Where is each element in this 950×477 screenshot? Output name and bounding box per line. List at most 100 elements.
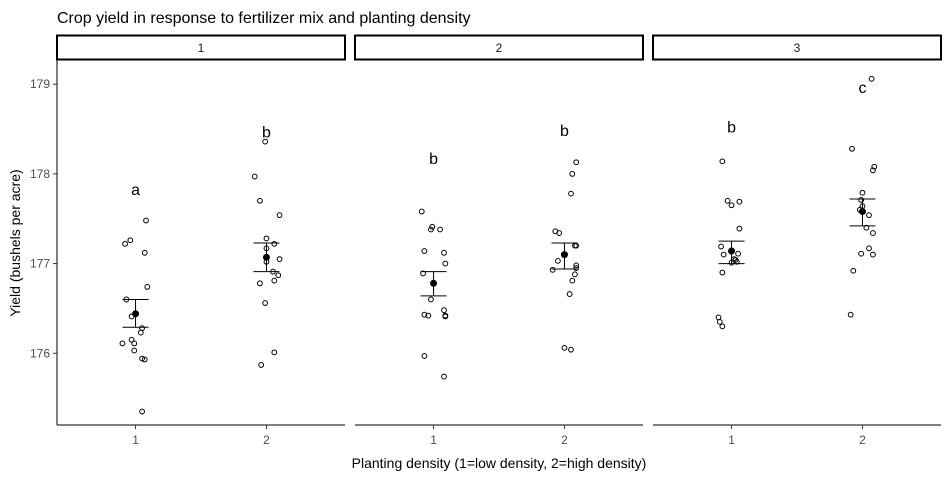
data-point bbox=[555, 257, 561, 264]
data-point bbox=[257, 280, 263, 287]
data-point bbox=[866, 245, 872, 252]
data-point bbox=[141, 356, 148, 363]
data-point bbox=[127, 237, 134, 244]
significance-letter: b bbox=[560, 123, 569, 140]
data-point bbox=[257, 197, 263, 204]
data-point bbox=[866, 212, 872, 219]
data-point bbox=[720, 251, 727, 258]
mean-point bbox=[262, 253, 270, 261]
data-point bbox=[139, 355, 145, 362]
data-point bbox=[724, 197, 731, 204]
data-point bbox=[556, 230, 563, 236]
data-point bbox=[139, 408, 145, 415]
data-point bbox=[566, 291, 573, 297]
mean-point bbox=[132, 310, 140, 318]
x-tick-label: 1 bbox=[132, 433, 139, 447]
data-point bbox=[428, 296, 434, 303]
y-tick-label: 178 bbox=[30, 167, 50, 181]
data-point bbox=[262, 138, 269, 145]
data-point bbox=[718, 243, 724, 250]
data-point bbox=[441, 249, 447, 256]
data-point bbox=[716, 318, 723, 325]
y-axis-label: Yield (bushels per acre) bbox=[7, 169, 23, 316]
data-point bbox=[144, 283, 151, 290]
data-point bbox=[251, 173, 258, 180]
data-point bbox=[262, 300, 269, 306]
mean-point bbox=[430, 279, 438, 287]
data-point bbox=[429, 223, 436, 230]
data-point bbox=[572, 271, 578, 278]
data-point bbox=[441, 307, 447, 314]
data-point bbox=[420, 270, 426, 277]
data-point bbox=[568, 190, 574, 197]
data-point bbox=[137, 329, 144, 336]
significance-letter: b bbox=[429, 151, 438, 168]
data-point bbox=[421, 353, 428, 359]
facet-strip-label: 2 bbox=[496, 41, 503, 55]
data-point bbox=[858, 250, 865, 257]
data-point bbox=[863, 224, 870, 231]
data-point bbox=[736, 198, 743, 205]
x-tick-label: 1 bbox=[728, 433, 735, 447]
data-point bbox=[425, 312, 432, 319]
data-point bbox=[276, 212, 283, 219]
data-point bbox=[143, 217, 149, 224]
data-point bbox=[131, 347, 138, 354]
significance-letter: a bbox=[131, 182, 140, 199]
data-point bbox=[719, 158, 726, 165]
data-point bbox=[735, 250, 741, 257]
data-point bbox=[141, 249, 148, 256]
data-point bbox=[275, 272, 282, 279]
y-tick-label: 176 bbox=[30, 346, 50, 360]
data-point bbox=[442, 313, 449, 320]
data-point bbox=[870, 167, 876, 174]
data-point bbox=[258, 362, 265, 368]
y-tick-label: 177 bbox=[30, 257, 50, 271]
data-point bbox=[271, 240, 278, 247]
data-point bbox=[733, 258, 740, 265]
data-point bbox=[271, 277, 278, 284]
mean-point bbox=[858, 208, 866, 216]
data-point bbox=[131, 340, 138, 347]
data-point bbox=[736, 225, 743, 232]
data-point bbox=[442, 260, 449, 267]
facet-strip-label: 1 bbox=[198, 41, 205, 55]
data-point bbox=[437, 226, 443, 233]
data-point bbox=[847, 311, 854, 318]
facet-strip bbox=[56, 34, 346, 61]
data-point bbox=[568, 346, 574, 353]
data-point bbox=[569, 170, 576, 177]
data-point bbox=[849, 145, 855, 152]
data-point bbox=[441, 373, 447, 380]
data-point bbox=[573, 265, 580, 271]
data-point bbox=[122, 240, 128, 247]
x-tick-label: 1 bbox=[430, 433, 437, 447]
data-point bbox=[850, 267, 857, 274]
data-point bbox=[573, 159, 580, 166]
significance-letter: c bbox=[858, 80, 866, 97]
facet-strip-label: 3 bbox=[794, 41, 801, 55]
mean-point bbox=[728, 247, 736, 255]
data-point bbox=[428, 226, 434, 233]
data-point bbox=[263, 235, 270, 242]
x-tick-label: 2 bbox=[561, 433, 568, 447]
facet-strip bbox=[652, 34, 942, 61]
chart-title: Crop yield in response to fertilizer mix… bbox=[57, 10, 471, 27]
data-point bbox=[719, 269, 726, 276]
x-tick-label: 2 bbox=[263, 433, 270, 447]
data-point bbox=[421, 311, 428, 318]
data-point bbox=[728, 202, 735, 209]
x-tick-label: 2 bbox=[859, 433, 866, 447]
plot-area: 176 177 178 179 1 1 2 a b 2 1 2 b b 3 1 2 b c bbox=[30, 34, 942, 447]
data-point bbox=[870, 251, 876, 258]
data-point bbox=[859, 189, 866, 196]
data-point bbox=[871, 163, 878, 170]
y-tick-label: 179 bbox=[30, 77, 50, 91]
data-point bbox=[119, 340, 126, 347]
data-point bbox=[719, 323, 726, 330]
mean-point bbox=[560, 251, 568, 259]
data-point bbox=[868, 75, 875, 82]
data-point bbox=[870, 230, 876, 236]
data-point bbox=[569, 277, 576, 284]
